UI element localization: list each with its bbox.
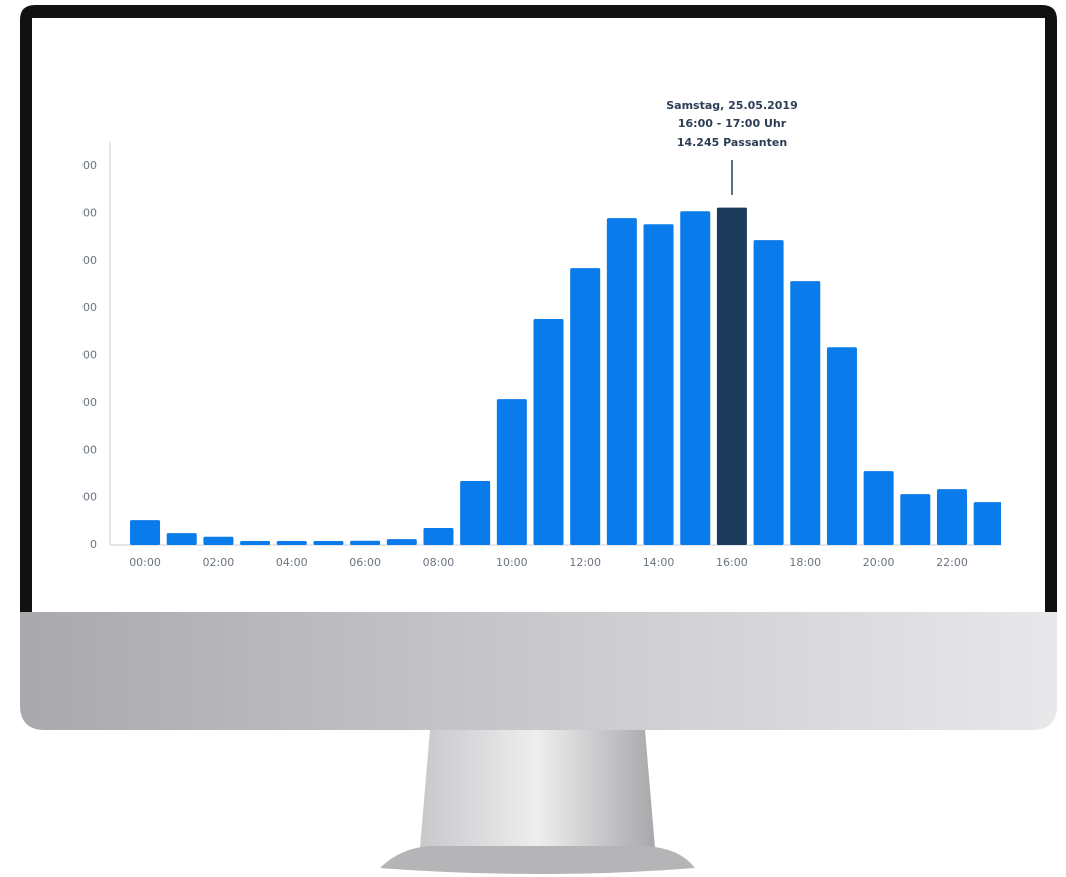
x-tick-label: 12:00	[569, 556, 601, 569]
bar	[533, 319, 564, 545]
y-tick-label: 6.000	[66, 396, 98, 409]
y-tick-label: 16.000	[59, 159, 98, 172]
bar	[936, 489, 967, 545]
bar	[496, 399, 527, 545]
bar	[900, 494, 931, 545]
x-tick-label: 16:00	[716, 556, 748, 569]
plot	[130, 207, 1001, 546]
bar	[240, 540, 271, 545]
monitor-chin	[20, 600, 1057, 730]
x-tick-label: 08:00	[423, 556, 455, 569]
bar	[203, 536, 234, 545]
bar	[790, 281, 821, 545]
tooltip-time: 16:00 - 17:00 Uhr	[678, 117, 787, 130]
y-tick-label: 12.000	[59, 254, 98, 267]
bar	[276, 540, 307, 545]
y-tick-labels: 0 2.000 4.000 6.000 8.000 10.000 12.000 14.000 1…	[59, 159, 98, 551]
bar	[460, 481, 491, 545]
bar	[606, 218, 637, 546]
bar	[386, 539, 417, 545]
tooltip-date: Samstag, 25.05.2019	[666, 99, 798, 112]
y-tick-label: 14.000	[59, 206, 98, 219]
bar	[680, 211, 711, 546]
x-tick-label: 06:00	[349, 556, 381, 569]
x-tick-label: 02:00	[203, 556, 235, 569]
bar	[826, 347, 857, 545]
y-tick-label: 0	[90, 538, 97, 551]
y-tick-label: 2.000	[66, 491, 98, 504]
x-tick-label: 04:00	[276, 556, 308, 569]
x-tick-label: 20:00	[863, 556, 895, 569]
y-tick-label: 4.000	[66, 443, 98, 456]
bar	[973, 502, 1001, 545]
bar	[350, 540, 381, 545]
stand	[420, 730, 655, 848]
bar	[863, 471, 894, 545]
bar	[166, 533, 197, 545]
bar	[716, 207, 747, 545]
bar	[643, 224, 674, 546]
x-tick-label: 00:00	[129, 556, 161, 569]
y-tick-label: 10.000	[59, 301, 98, 314]
bar	[753, 240, 784, 545]
bar	[130, 520, 161, 545]
x-tick-label: 14:00	[643, 556, 675, 569]
x-tick-label: 10:00	[496, 556, 528, 569]
x-tick-label: 18:00	[789, 556, 821, 569]
stand-base	[380, 846, 695, 874]
tooltip-count: 14.245 Passanten	[677, 136, 787, 149]
bar	[570, 268, 601, 545]
x-tick-label: 22:00	[936, 556, 968, 569]
bar	[423, 527, 454, 545]
bar	[313, 540, 344, 545]
y-tick-label: 8.000	[66, 349, 98, 362]
